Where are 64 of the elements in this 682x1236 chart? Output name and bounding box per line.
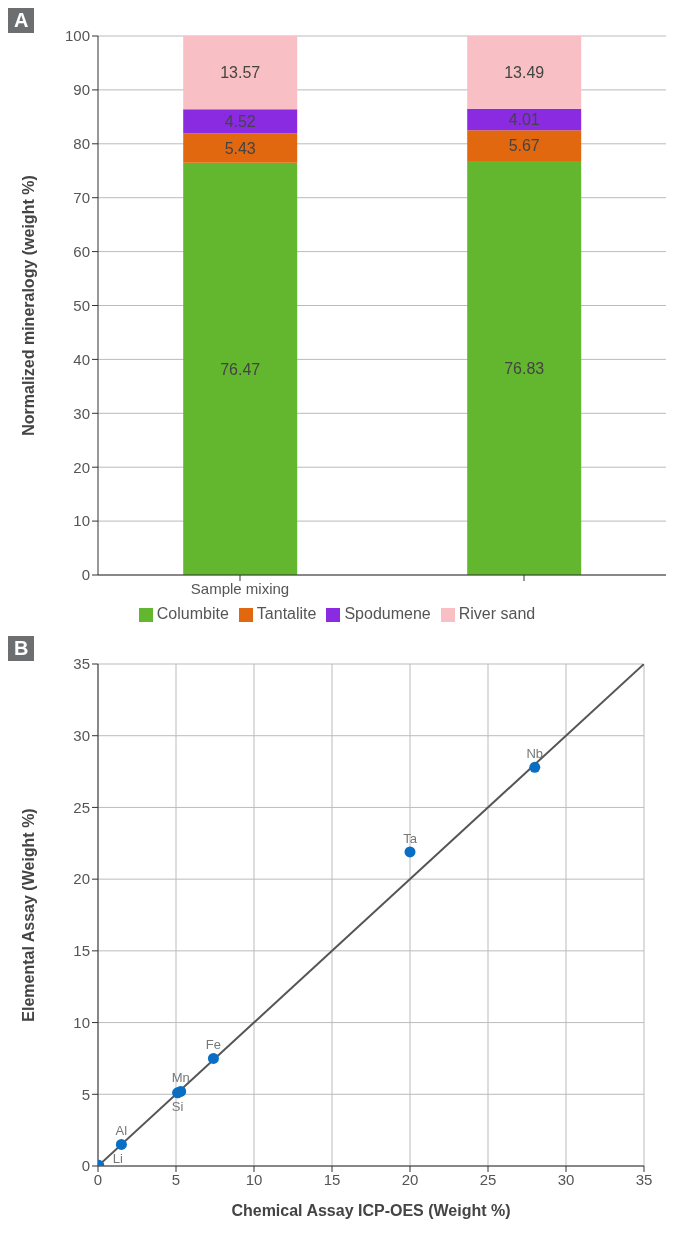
y-tick-label: 10 <box>73 1013 90 1031</box>
text: A <box>8 8 35 33</box>
x-tick-label: 5 <box>171 1170 181 1188</box>
y-axis-title: Normalized mineralogy (weight %) <box>19 175 37 436</box>
y-tick-label: 0 <box>81 1157 90 1175</box>
y-tick-label: 100 <box>64 27 90 45</box>
y-tick-label: 5 <box>81 1085 90 1103</box>
data-label: 13.57 <box>220 64 261 82</box>
point <box>529 761 541 773</box>
legend-label: Spodumene <box>344 605 431 622</box>
y-tick-label: 10 <box>73 512 90 530</box>
point <box>404 846 416 858</box>
annotation: Fe <box>205 1037 222 1053</box>
y-tick-label: 90 <box>73 81 90 99</box>
y-tick-label: 35 <box>73 655 90 673</box>
x-tick-label: 30 <box>557 1170 575 1188</box>
annotation: Nb <box>526 746 544 762</box>
x-tick-label: 15 <box>323 1170 341 1188</box>
data-label: 76.83 <box>504 359 545 377</box>
data-label: 4.01 <box>508 111 540 129</box>
point <box>115 1138 127 1150</box>
annotation: Ta <box>403 830 418 846</box>
x-tick-label: 25 <box>479 1170 497 1188</box>
y-tick-label: 0 <box>81 566 90 584</box>
y-tick-label: 20 <box>73 870 90 888</box>
y-tick-label: 60 <box>73 242 90 260</box>
y-axis-title: Elemental Assay (Weight %) <box>19 808 37 1022</box>
bar <box>467 160 582 575</box>
y-tick-label: 30 <box>73 404 90 422</box>
x-tick-label: 0 <box>93 1170 103 1188</box>
x-tick-label: 35 <box>635 1170 653 1188</box>
y-tick-label: 30 <box>73 727 90 745</box>
y-tick-label: 70 <box>73 189 90 207</box>
bar <box>183 162 298 575</box>
bar <box>183 133 298 163</box>
legend-label: Columbite <box>156 605 229 622</box>
point <box>207 1052 219 1064</box>
annotation: Mn <box>171 1070 190 1086</box>
y-tick-label: 25 <box>73 798 90 816</box>
annotation: Si <box>171 1099 184 1115</box>
annotation: Al <box>115 1123 128 1139</box>
y-tick-label: 40 <box>73 350 90 368</box>
data-label: 4.52 <box>224 113 256 131</box>
bar <box>183 109 298 134</box>
data-label: 5.43 <box>224 139 256 157</box>
legend-label: Tantalite <box>256 605 317 622</box>
x-tick-label: Sample mixing <box>190 579 290 597</box>
data-label: 13.49 <box>504 64 545 82</box>
data-label: 5.67 <box>508 137 540 155</box>
data-label: 76.47 <box>220 360 261 378</box>
annotation: Li <box>112 1150 124 1166</box>
y-tick-label: 20 <box>73 458 90 476</box>
y-tick-label: 50 <box>73 296 90 314</box>
bar <box>183 36 298 110</box>
bar <box>467 130 582 161</box>
text: B <box>8 636 35 661</box>
y-tick-label: 80 <box>73 135 90 153</box>
bar <box>467 36 582 109</box>
x-tick-label: 20 <box>401 1170 419 1188</box>
x-tick-label: 10 <box>245 1170 263 1188</box>
y-tick-label: 15 <box>73 942 90 960</box>
bar <box>467 108 582 131</box>
legend-label: River sand <box>458 605 536 622</box>
x-axis-title: Chemical Assay ICP-OES (Weight %) <box>231 1202 511 1219</box>
